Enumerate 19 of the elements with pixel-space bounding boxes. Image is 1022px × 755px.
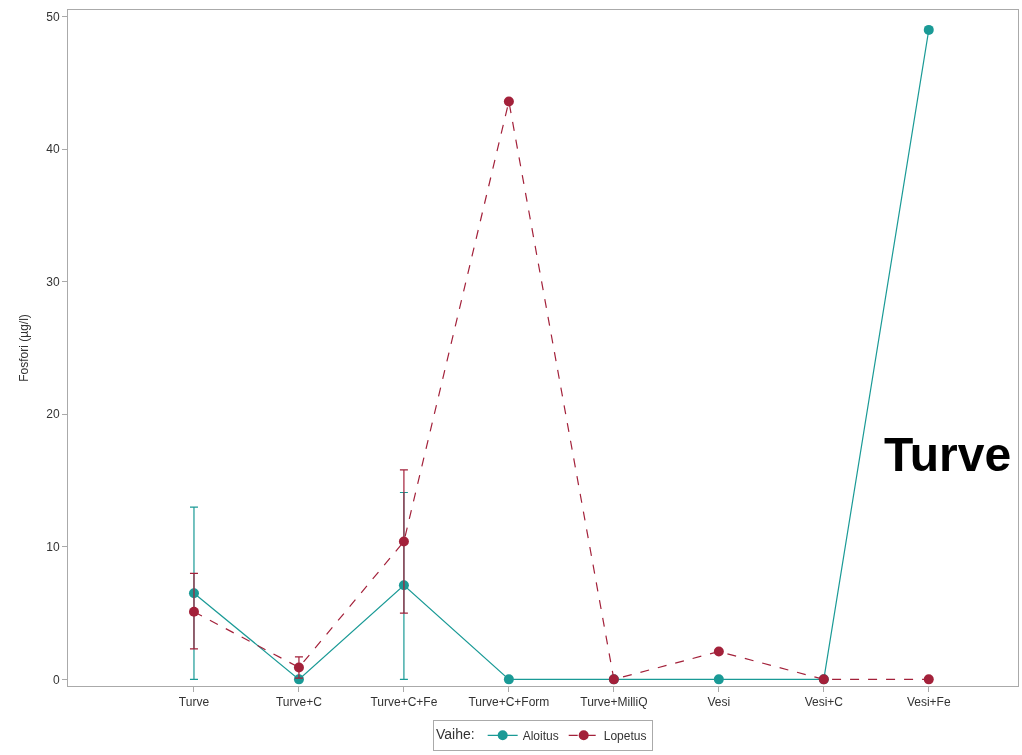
x-tick-label: Turve bbox=[178, 695, 210, 710]
y-axis-title: Fosfori (µg/l) bbox=[16, 314, 31, 382]
x-tick-label: Turve+C+Form bbox=[468, 695, 550, 710]
y-tick-label: 50 bbox=[46, 9, 60, 24]
legend-label: Lopetus bbox=[603, 728, 647, 743]
y-tick-label: 0 bbox=[52, 672, 60, 687]
y-tick-label: 20 bbox=[46, 407, 60, 422]
x-tick-label: Turve+MilliQ bbox=[580, 695, 648, 710]
legend-title: Vaihe: bbox=[436, 726, 475, 742]
y-tick-label: 40 bbox=[46, 142, 60, 157]
x-tick-label: Vesi bbox=[707, 695, 731, 710]
legend-label: Aloitus bbox=[522, 728, 559, 743]
x-tick-label: Turve+C+Fe bbox=[370, 695, 438, 710]
x-tick-label: Vesi+Fe bbox=[906, 695, 951, 710]
y-tick-label: 30 bbox=[46, 274, 60, 289]
annotation: Turve bbox=[884, 428, 1012, 481]
x-tick-label: Vesi+C bbox=[804, 695, 844, 710]
y-tick-label: 10 bbox=[46, 540, 60, 555]
x-tick-label: Turve+C bbox=[275, 695, 323, 710]
